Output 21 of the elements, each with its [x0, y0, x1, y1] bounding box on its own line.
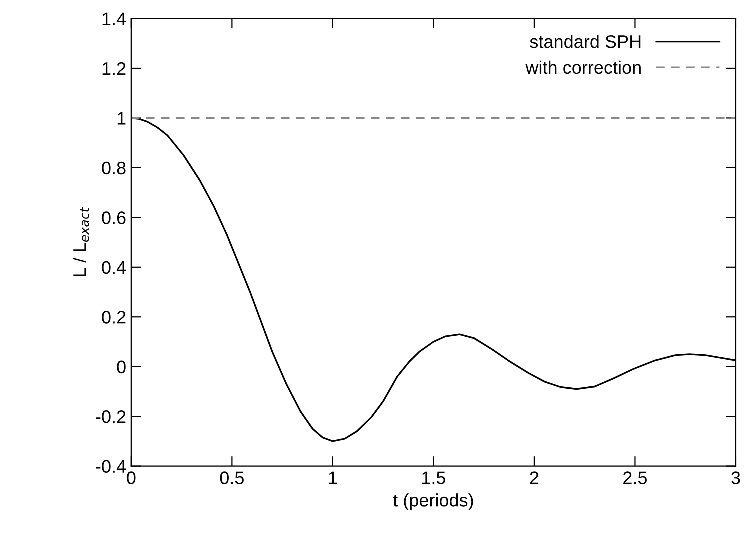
y-axis-title: L / L$_{exact}$: [72, 207, 90, 276]
y-tick-label: 0: [117, 360, 126, 374]
y-tick-label: 1.4: [102, 12, 126, 26]
y-tick-label: 0.2: [102, 311, 126, 324]
y-tick-label: -0.4: [96, 460, 126, 474]
x-tick-label: 2: [530, 472, 539, 484]
x-tick-label: 1: [329, 472, 338, 484]
x-tick-label: 3: [732, 472, 740, 484]
y-tick-label: -0.2: [96, 410, 126, 424]
y-tick-label: 0.6: [102, 212, 126, 224]
x-tick-label: 0: [127, 472, 136, 484]
x-tick-label: 1.5: [422, 472, 446, 484]
legend-label: standard SPH: [530, 35, 641, 48]
y-tick-label: 0.4: [102, 261, 126, 274]
legend-label: with correction: [526, 60, 641, 74]
x-tick-label: 2.5: [624, 472, 648, 484]
x-axis-title: t (periods): [393, 494, 474, 510]
x-tick-label: 0.5: [220, 472, 244, 484]
y-tick-label: 0.8: [102, 162, 126, 175]
y-tick-label: 1.2: [102, 62, 126, 76]
y-tick-label: 1: [118, 112, 126, 125]
